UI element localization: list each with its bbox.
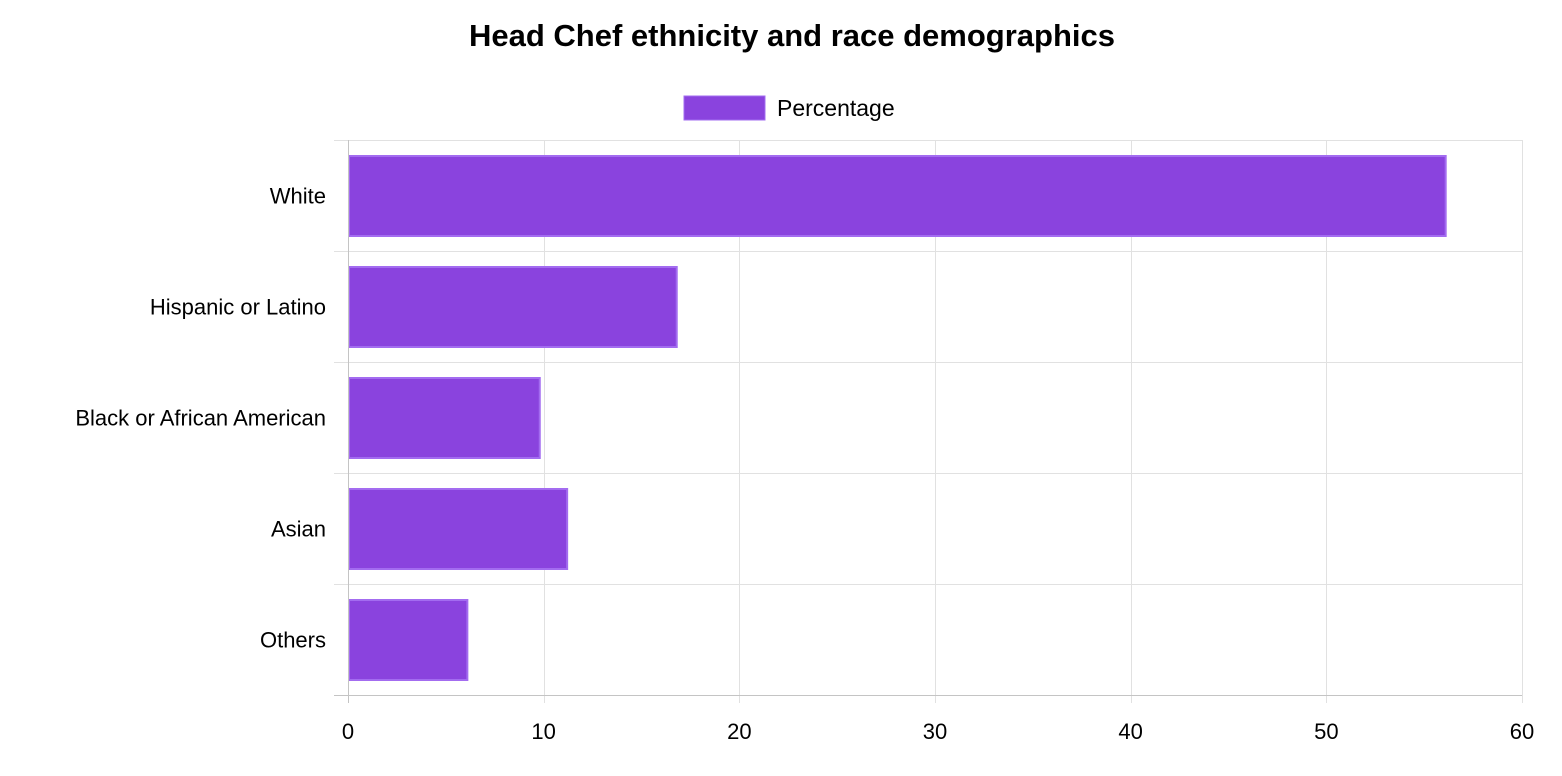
category-label: Others bbox=[260, 628, 326, 653]
bar[interactable] bbox=[348, 488, 569, 570]
x-tick-label: 10 bbox=[531, 719, 555, 744]
x-tick-label: 20 bbox=[727, 719, 751, 744]
category-label: White bbox=[270, 184, 326, 209]
x-tick-label: 40 bbox=[1118, 719, 1142, 744]
bar[interactable] bbox=[348, 266, 678, 348]
legend-swatch bbox=[683, 95, 766, 121]
x-tick-labels: 0 10 20 30 40 50 60 bbox=[342, 719, 1534, 744]
bar[interactable] bbox=[348, 377, 541, 459]
legend-label: Percentage bbox=[777, 95, 895, 121]
bar[interactable] bbox=[348, 155, 1447, 237]
bar[interactable] bbox=[348, 599, 469, 681]
x-tick-label: 0 bbox=[342, 719, 354, 744]
category-labels: White Hispanic or Latino Black or African … bbox=[75, 184, 326, 653]
chart-title: Head Chef ethnicity and race demographic… bbox=[469, 18, 1115, 53]
legend[interactable]: Percentage bbox=[683, 95, 895, 121]
x-tick-label: 50 bbox=[1314, 719, 1338, 744]
category-label: Black or African American bbox=[75, 406, 326, 431]
x-tick-label: 60 bbox=[1510, 719, 1534, 744]
x-tick-label: 30 bbox=[923, 719, 947, 744]
bars bbox=[348, 155, 1447, 681]
category-label: Hispanic or Latino bbox=[150, 295, 326, 320]
category-label: Asian bbox=[271, 517, 326, 542]
